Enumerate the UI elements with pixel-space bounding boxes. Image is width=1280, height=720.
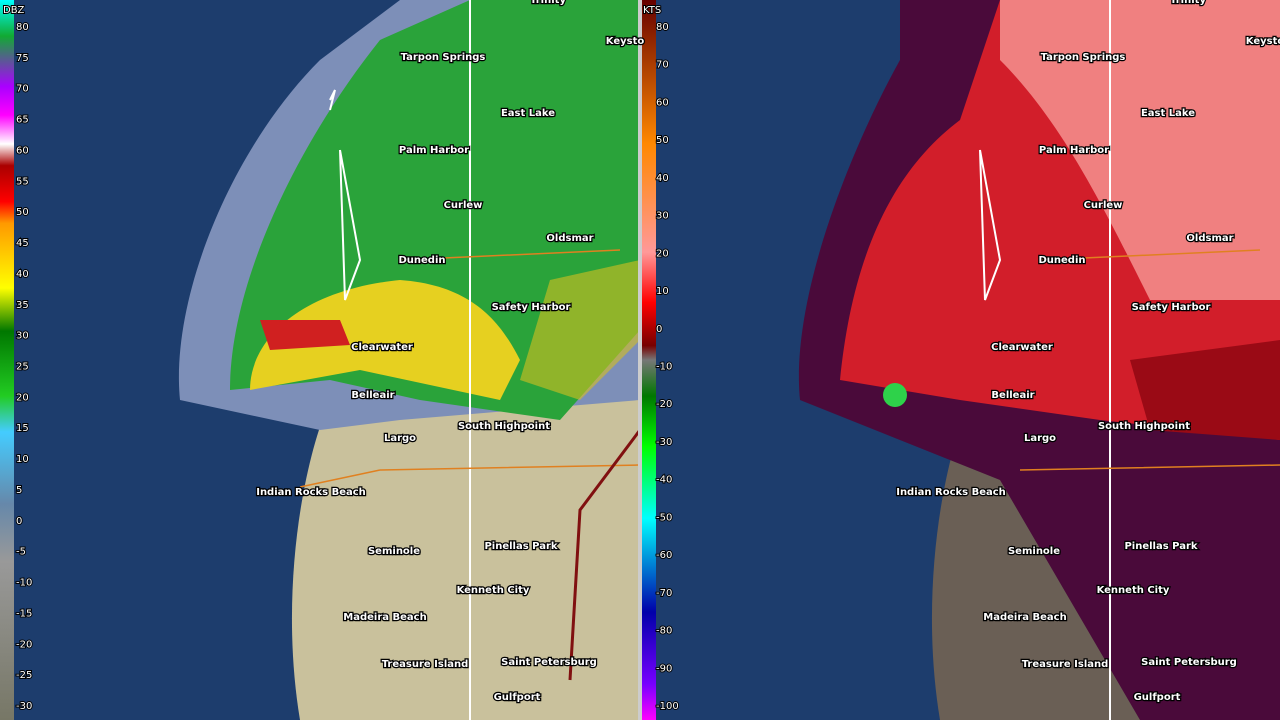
place-label: Madeira Beach <box>343 612 426 623</box>
scale-label: 40 <box>656 173 669 184</box>
place-label: Treasure Island <box>1022 659 1109 670</box>
scale-label: 70 <box>656 60 669 71</box>
place-label: Seminole <box>1008 546 1060 557</box>
scale-label: -30 <box>16 701 32 712</box>
scale-label: 0 <box>16 516 22 527</box>
place-label: Gulfport <box>1134 692 1181 703</box>
place-label: Madeira Beach <box>983 612 1066 623</box>
place-label: Largo <box>384 433 416 444</box>
place-label: Trinity <box>530 0 566 6</box>
scale-label: 75 <box>16 53 29 64</box>
scale-label: 50 <box>16 207 29 218</box>
scale-label: 40 <box>16 269 29 280</box>
scale-label: -90 <box>656 663 672 674</box>
place-label: Indian Rocks Beach <box>256 487 366 498</box>
place-label: Palm Harbor <box>1039 145 1109 156</box>
place-label: Oldsmar <box>1186 233 1233 244</box>
scale-label: 10 <box>656 286 669 297</box>
unit-label: DBZ <box>3 5 25 16</box>
place-label: Safety Harbor <box>1132 302 1211 313</box>
scale-label: 5 <box>16 485 22 496</box>
scale-label: 30 <box>656 211 669 222</box>
place-label: Pinellas Park <box>1124 541 1197 552</box>
scale-label: 35 <box>16 300 29 311</box>
place-label: South Highpoint <box>1098 421 1190 432</box>
place-label: Tarpon Springs <box>1041 52 1126 63</box>
scale-label: -50 <box>656 512 672 523</box>
place-label: Dunedin <box>1038 255 1085 266</box>
place-label: Largo <box>1024 433 1056 444</box>
place-label: Clearwater <box>991 342 1053 353</box>
place-label: South Highpoint <box>458 421 550 432</box>
scale-label: 55 <box>16 176 29 187</box>
place-label: Gulfport <box>494 692 541 703</box>
unit-label: KTS <box>643 5 661 16</box>
place-label: Safety Harbor <box>492 302 571 313</box>
scale-label: 10 <box>16 454 29 465</box>
place-label: Kenneth City <box>1097 585 1170 596</box>
scale-label: 80 <box>16 22 29 33</box>
scale-label: 20 <box>16 392 29 403</box>
place-label: Trinity <box>1170 0 1206 6</box>
place-label: Keysto <box>1246 36 1280 47</box>
place-label: Dunedin <box>398 255 445 266</box>
scale-label: 45 <box>16 238 29 249</box>
scale-label: -5 <box>16 547 26 558</box>
place-label: Curlew <box>1084 200 1123 211</box>
place-label: Oldsmar <box>546 233 593 244</box>
scale-label: 0 <box>656 324 662 335</box>
scale-label: -30 <box>656 437 672 448</box>
place-label: East Lake <box>1141 108 1195 119</box>
scale-label: 30 <box>16 331 29 342</box>
scale-label: 80 <box>656 22 669 33</box>
place-label: Clearwater <box>351 342 413 353</box>
place-label: Saint Petersburg <box>501 657 597 668</box>
place-label: Curlew <box>444 200 483 211</box>
scale-label: 25 <box>16 362 29 373</box>
velocity-panel <box>642 0 1280 720</box>
scale-label: -10 <box>16 578 32 589</box>
scale-label: -80 <box>656 626 672 637</box>
place-label: Kenneth City <box>457 585 530 596</box>
scale-label: -10 <box>656 362 672 373</box>
scale-label: -40 <box>656 475 672 486</box>
scale-label: -20 <box>16 639 32 650</box>
place-label: Belleair <box>351 390 394 401</box>
place-label: Pinellas Park <box>484 541 557 552</box>
place-label: Keysto <box>606 36 645 47</box>
scale-label: -70 <box>656 588 672 599</box>
place-label: Palm Harbor <box>399 145 469 156</box>
scale-label: 20 <box>656 248 669 259</box>
scale-label: 70 <box>16 84 29 95</box>
place-label: Treasure Island <box>382 659 469 670</box>
scale-label: 60 <box>656 97 669 108</box>
place-label: Belleair <box>991 390 1034 401</box>
scale-label: -60 <box>656 550 672 561</box>
scale-label: 50 <box>656 135 669 146</box>
place-label: Seminole <box>368 546 420 557</box>
reflectivity-panel <box>0 0 638 720</box>
scale-label: -20 <box>656 399 672 410</box>
scale-label: -25 <box>16 670 32 681</box>
place-label: Indian Rocks Beach <box>896 487 1006 498</box>
scale-label: -15 <box>16 608 32 619</box>
place-label: Saint Petersburg <box>1141 657 1237 668</box>
scale-label: 15 <box>16 423 29 434</box>
scale-label: -100 <box>656 701 679 712</box>
place-label: East Lake <box>501 108 555 119</box>
scale-label: 60 <box>16 145 29 156</box>
scale-label: 65 <box>16 115 29 126</box>
place-label: Tarpon Springs <box>401 52 486 63</box>
